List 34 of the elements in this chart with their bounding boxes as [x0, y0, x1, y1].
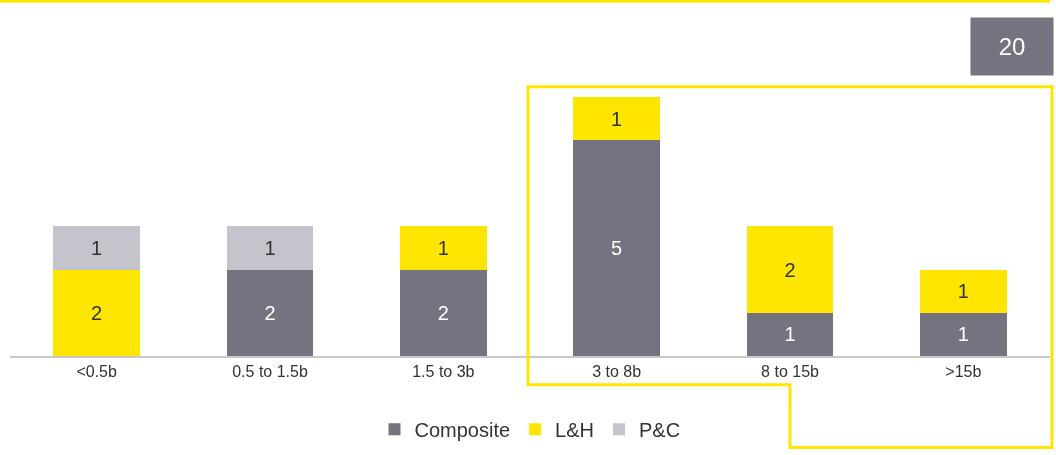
legend-label: L&H — [555, 419, 595, 442]
data-label: 2 — [437, 301, 449, 324]
bar — [53, 226, 140, 270]
data-label: 1 — [957, 280, 969, 303]
data-label: 2 — [91, 301, 103, 324]
data-label: 1 — [784, 323, 796, 346]
data-label: 1 — [957, 323, 969, 346]
x-tick-label: <0.5b — [76, 363, 118, 381]
bar — [226, 226, 314, 270]
bar — [573, 96, 660, 141]
x-tick-label: 1.5 to 3b — [412, 363, 475, 381]
data-label: 1 — [611, 107, 623, 130]
legend-label: Composite — [414, 419, 511, 442]
data-label: 2 — [784, 258, 796, 281]
x-tick-label: 0.5 to 1.5b — [232, 363, 308, 381]
legend-label: P&C — [639, 419, 681, 442]
data-label: 1 — [91, 237, 103, 260]
bar — [400, 269, 487, 356]
text: 20 — [998, 33, 1026, 60]
x-tick-label: 8 to 15b — [761, 363, 820, 381]
data-label: 2 — [264, 301, 276, 324]
x-tick-label: 3 to 8b — [592, 363, 642, 381]
data-label: 1 — [264, 237, 276, 260]
bar — [400, 226, 487, 270]
x-tick-label: >15b — [945, 363, 982, 381]
bar — [226, 269, 314, 356]
bar — [920, 269, 1007, 313]
bar — [746, 226, 834, 313]
bar — [746, 312, 834, 356]
bar — [573, 140, 660, 356]
data-label: 1 — [437, 237, 449, 260]
data-label: 5 — [611, 237, 623, 260]
bar — [53, 269, 140, 356]
bar — [920, 312, 1007, 356]
